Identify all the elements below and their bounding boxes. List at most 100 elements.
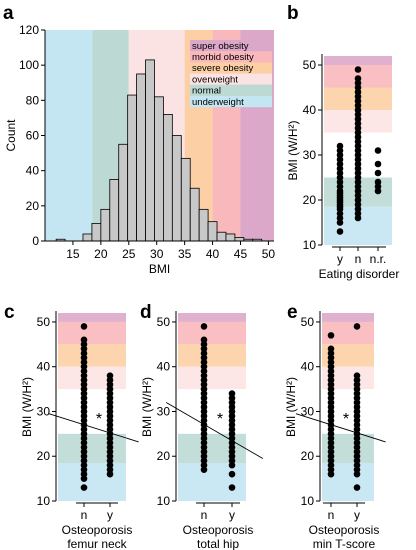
panel-letter-b: b [287, 3, 299, 24]
x-tick-label: 25 [122, 247, 136, 261]
y-tick-label: 10 [157, 494, 171, 508]
histogram-bar [109, 179, 120, 242]
histogram-bar [136, 73, 146, 242]
data-point-n [354, 75, 362, 82]
data-point-n [200, 336, 208, 344]
histogram-bar [216, 231, 227, 242]
histogram-bar [100, 208, 111, 242]
legend-label-normal: normal [192, 86, 221, 97]
significance-star: * [343, 411, 349, 428]
y-tick-label: 20 [26, 199, 40, 213]
histogram-bar [91, 223, 102, 242]
histogram-bar [154, 96, 164, 242]
y-axis-label: Count [4, 119, 18, 152]
data-point-n [80, 484, 88, 491]
histogram-bar [225, 233, 236, 242]
trend-line [48, 413, 139, 443]
histogram-bar [118, 143, 129, 242]
scatter-c-band-overweight [58, 366, 126, 390]
x-tick-label: n [328, 508, 335, 522]
x-tick-label: 15 [66, 247, 80, 261]
data-point-y [353, 323, 361, 330]
data-point-y [353, 484, 361, 491]
hist-band-underweight [45, 30, 93, 241]
data-point-nr [374, 147, 382, 154]
data-point-nr [374, 169, 382, 177]
scatter-e-band-severe_obesity [322, 344, 374, 367]
scatter-d-band-normal [178, 433, 246, 463]
histogram-bar [82, 233, 93, 242]
scatter-d-band-morbid_obesity [178, 321, 246, 345]
histogram-bar [180, 157, 191, 242]
data-point-y [106, 372, 114, 379]
legend-swatch-underweight [190, 96, 272, 108]
y-tick-label: 0 [32, 234, 39, 248]
x-axis-label-line2: min T-score [313, 537, 376, 550]
panel-letter-d: d [140, 302, 152, 323]
x-axis-label: Osteoporosis [183, 523, 254, 537]
x-axis-label: Eating disorder [319, 267, 400, 281]
x-axis-label-line2: femur neck [67, 537, 127, 550]
y-tick-label: 50 [157, 315, 171, 329]
scatter-panel-b: 10 20 30 40 50 y n n.r.Eating disorder BMI (W/H²… [286, 54, 399, 281]
scatter-c-band-underweight [58, 462, 126, 501]
data-point-n [80, 323, 88, 330]
x-tick-label: 30 [150, 247, 164, 261]
y-tick-label: 30 [303, 148, 317, 162]
y-tick-label: 60 [26, 129, 40, 143]
scatter-d-band-severe_obesity [178, 344, 246, 367]
y-tick-label: 80 [26, 93, 40, 107]
scatter-d-band-super_obesity [178, 313, 246, 322]
data-point-nr [374, 160, 382, 168]
scatter-e-band-morbid_obesity [322, 321, 374, 345]
y-tick-label: 10 [301, 494, 315, 508]
legend-swatch-overweight [190, 73, 272, 85]
x-tick-label: 20 [94, 247, 108, 261]
data-point-y [228, 484, 236, 491]
histogram-panel-a: 0 20 40 60 80 100 120 15 20 25 30 35 40 45 50 BMI Count s… [4, 23, 275, 276]
legend-label-underweight: underweight [192, 97, 244, 108]
x-tick-label: n [81, 508, 88, 522]
trend-line [295, 413, 386, 443]
y-axis-label: BMI (W/H²) [286, 121, 300, 181]
x-axis-label-line2: total hip [197, 537, 239, 550]
histogram-bar [189, 187, 200, 242]
legend-label-morbid_obesity: morbid obesity [192, 52, 254, 63]
data-point-y [228, 470, 236, 478]
panel-letter-c: c [4, 302, 15, 323]
legend-swatch-morbid_obesity [190, 51, 272, 63]
y-tick-label: 20 [157, 449, 171, 463]
x-tick-label: 50 [262, 247, 276, 261]
scatter-d-band-underweight [178, 462, 246, 501]
scatter-c-band-severe_obesity [58, 344, 126, 367]
x-tick-label: n [201, 508, 208, 522]
data-point-y [336, 228, 344, 235]
y-tick-label: 50 [37, 315, 51, 329]
histogram-bar [163, 114, 173, 242]
x-tick-label: n [355, 252, 362, 266]
y-tick-label: 40 [37, 360, 51, 374]
scatter-e-band-super_obesity [322, 313, 374, 322]
data-point-n [327, 345, 335, 353]
data-point-n [327, 332, 335, 339]
x-tick-label: 40 [206, 247, 220, 261]
significance-star: * [96, 411, 102, 428]
y-tick-label: 40 [301, 360, 315, 374]
y-tick-label: 30 [37, 404, 51, 418]
y-tick-label: 120 [19, 23, 39, 37]
scatter-c-band-normal [58, 433, 126, 463]
panel-letter-a: a [3, 3, 14, 24]
histogram-bar [145, 59, 155, 242]
legend-label-overweight: overweight [192, 74, 238, 85]
data-point-y [336, 142, 344, 150]
significance-star: * [217, 411, 223, 428]
legend-swatch-normal [190, 84, 272, 96]
x-axis-label: BMI [149, 262, 170, 276]
y-tick-label: 20 [37, 449, 51, 463]
panel-letter-e: e [287, 302, 298, 323]
x-tick-label: 45 [234, 247, 248, 261]
